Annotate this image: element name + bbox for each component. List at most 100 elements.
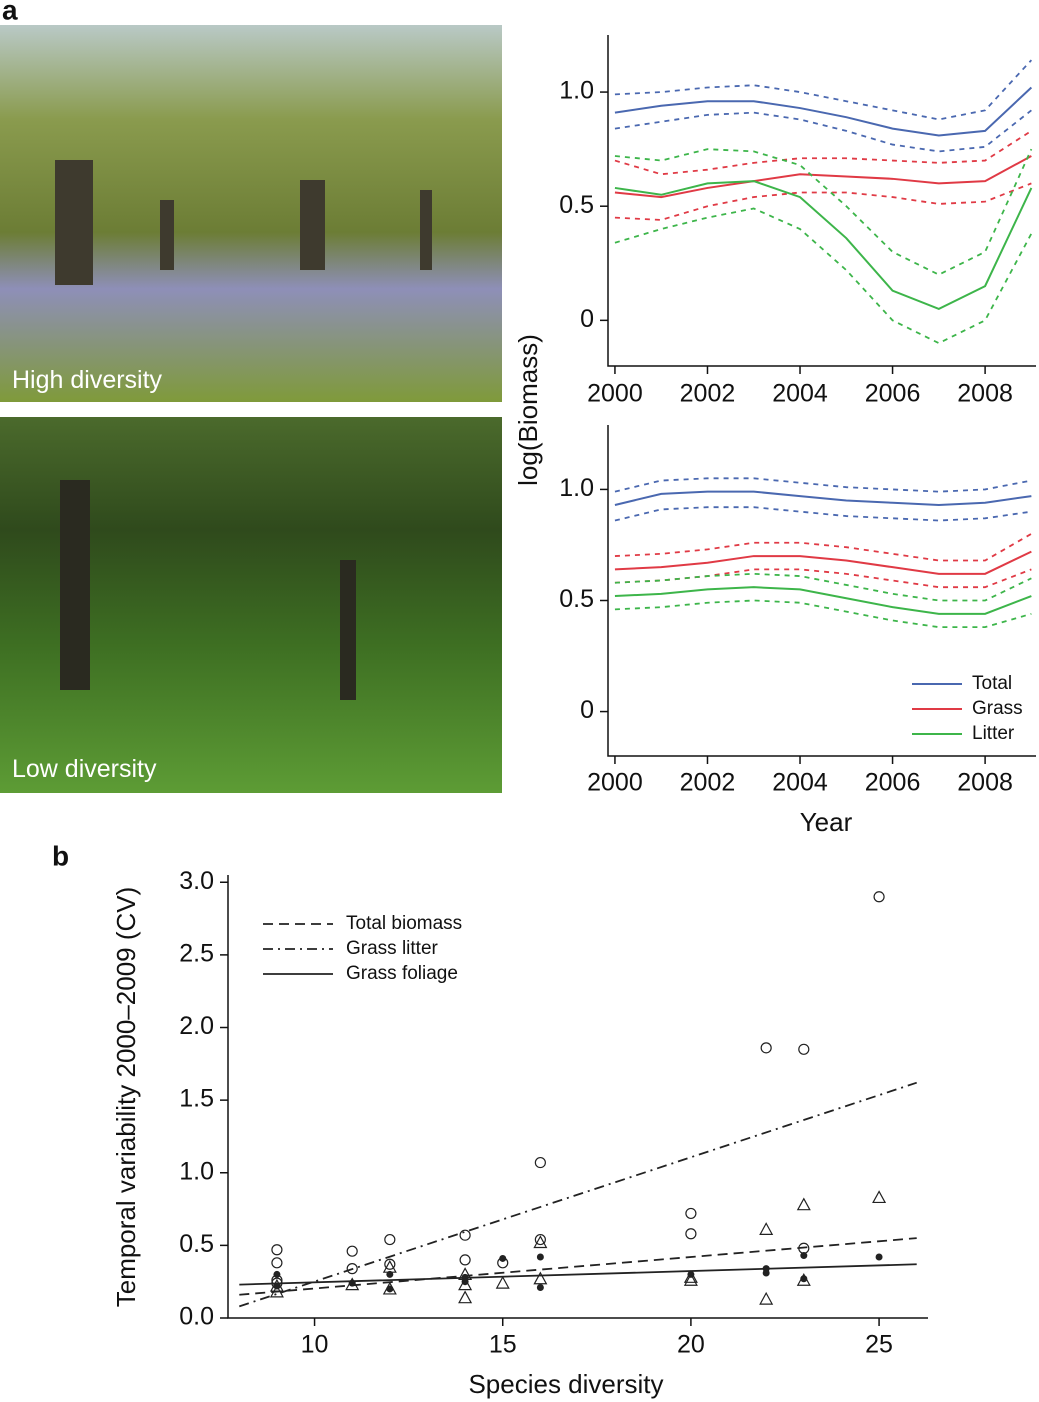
fit-line: [614, 86, 1033, 137]
point: [685, 1207, 697, 1220]
point: [386, 1270, 394, 1278]
panel-label: b: [52, 840, 69, 871]
point: [499, 1254, 507, 1262]
point: [384, 1258, 396, 1270]
y-tick-label: 3.0: [179, 867, 214, 895]
legend-label: Grass: [972, 698, 1023, 719]
confidence-band: [614, 130, 1032, 176]
point: [762, 1269, 770, 1277]
x-tick-label: 2002: [680, 769, 736, 797]
point: [534, 1233, 546, 1246]
confidence-band: [614, 109, 1032, 153]
y-tick-label: 1.5: [179, 1085, 214, 1113]
photo-detail: [55, 160, 432, 285]
point: [800, 1275, 808, 1283]
point: [386, 1285, 394, 1293]
confidence-band: [614, 207, 1033, 345]
y-tick-label: 0.5: [559, 191, 594, 219]
x-tick-label: 2000: [587, 380, 643, 408]
x-tick-label: 20: [677, 1331, 705, 1359]
point: [760, 1042, 772, 1054]
x-tick-label: 2004: [772, 769, 828, 797]
x-axis-label: Species diversity: [468, 1369, 663, 1399]
point: [687, 1270, 695, 1278]
legend-label: Litter: [972, 723, 1015, 744]
x-tick-label: 25: [865, 1331, 893, 1359]
photo-detail: [60, 480, 356, 700]
regression-line: [239, 1081, 917, 1308]
y-tick-label: 0.5: [559, 585, 594, 613]
point: [346, 1245, 358, 1257]
y-tick-label: 2.0: [179, 1012, 214, 1040]
point: [533, 1271, 548, 1285]
legend-label: Total biomass: [346, 913, 462, 934]
fit-line: [614, 586, 1032, 615]
x-tick-label: 10: [301, 1331, 329, 1359]
point: [683, 1270, 698, 1283]
legend-label: Grass litter: [346, 938, 439, 959]
photo-label: High diversity: [12, 366, 163, 394]
point: [384, 1233, 396, 1246]
point: [459, 1254, 471, 1266]
y-tick-label: 1.0: [559, 77, 594, 105]
point: [759, 1291, 774, 1305]
y-tick-label: 2.5: [179, 939, 214, 967]
x-tick-label: 2008: [957, 769, 1013, 797]
panel-label: a: [2, 0, 18, 25]
point: [798, 1043, 810, 1055]
point: [271, 1257, 283, 1269]
point: [461, 1273, 469, 1281]
legend-label: Total: [972, 673, 1012, 694]
x-tick-label: 2004: [772, 380, 828, 408]
axis-line: [607, 35, 1036, 367]
point: [458, 1277, 473, 1291]
point: [800, 1252, 808, 1260]
fit-line: [614, 155, 1032, 199]
x-tick-label: 2000: [587, 769, 643, 797]
point: [759, 1222, 774, 1235]
legend-label: Grass foliage: [346, 963, 458, 984]
point: [458, 1290, 473, 1304]
confidence-band: [614, 148, 1033, 276]
axis-line: [227, 875, 928, 1319]
confidence-band: [614, 477, 1032, 493]
point: [273, 1270, 281, 1278]
point: [536, 1253, 544, 1261]
y-tick-label: 0: [580, 305, 594, 333]
point: [348, 1279, 356, 1287]
point: [273, 1282, 281, 1290]
point: [796, 1197, 811, 1211]
point: [495, 1275, 510, 1289]
point: [873, 891, 885, 903]
y-tick-label: 1.0: [179, 1157, 214, 1185]
point: [536, 1283, 544, 1291]
x-tick-label: 2006: [865, 380, 921, 408]
fit-line: [614, 550, 1032, 575]
y-axis-label: log(Biomass): [513, 334, 543, 486]
confidence-band: [614, 182, 1032, 221]
y-tick-label: 0.0: [179, 1303, 214, 1331]
x-axis-label: Year: [800, 807, 853, 837]
x-tick-label: 2002: [680, 380, 736, 408]
y-tick-label: 1.0: [559, 474, 594, 502]
point: [459, 1229, 471, 1241]
point: [685, 1228, 697, 1240]
x-tick-label: 2008: [957, 380, 1013, 408]
y-tick-label: 0.5: [179, 1230, 214, 1258]
point: [533, 1235, 548, 1249]
point: [271, 1244, 283, 1256]
confidence-band: [614, 506, 1032, 522]
confidence-band: [614, 59, 1033, 121]
confidence-band: [614, 572, 1032, 602]
fit-line: [614, 180, 1033, 311]
point: [534, 1156, 546, 1169]
photo-label: Low diversity: [12, 755, 157, 783]
y-tick-label: 0: [580, 696, 594, 724]
y-axis-label: Temporal variability 2000–2009 (CV): [111, 887, 141, 1308]
x-tick-label: 2006: [865, 769, 921, 797]
point: [875, 1253, 883, 1261]
axis-line: [607, 425, 1036, 757]
point: [346, 1263, 358, 1275]
